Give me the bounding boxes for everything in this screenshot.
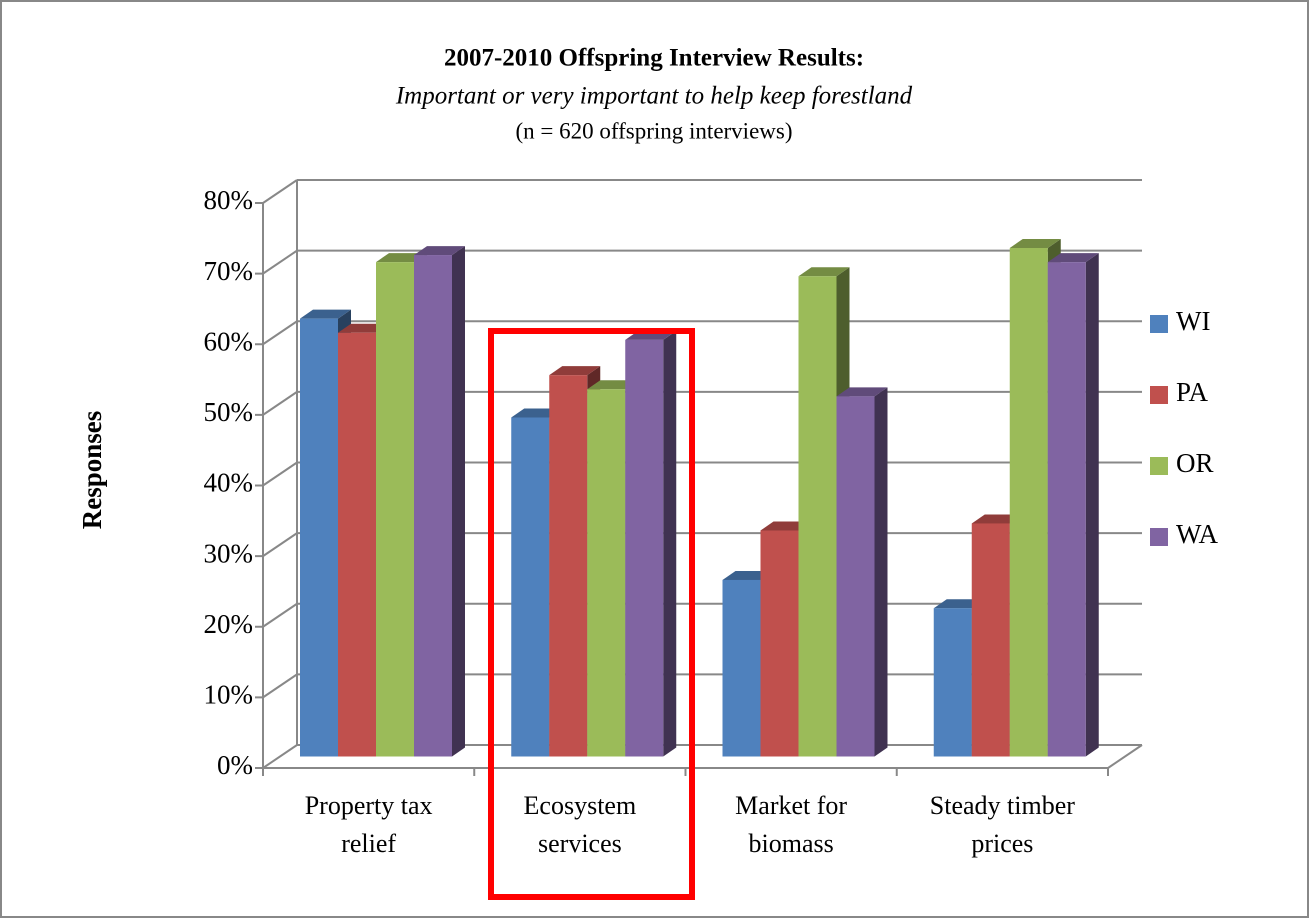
grid-line-side (262, 320, 298, 346)
bar-side (874, 387, 888, 757)
grid-line-side (262, 179, 298, 204)
y-tick-label: 20% (204, 609, 254, 639)
y-tick-label: 70% (204, 256, 254, 286)
bar (836, 396, 875, 757)
floor-right (1107, 744, 1143, 769)
highlight-box (488, 328, 695, 900)
bar-top (549, 366, 601, 376)
y-tick-label: 0% (217, 750, 253, 780)
legend-label: WA (1176, 519, 1218, 549)
bar (338, 332, 376, 757)
grid-line-side (262, 249, 298, 275)
chart-note: (n = 620 offspring interviews) (516, 118, 793, 143)
bar (1047, 262, 1086, 757)
bar-side (663, 330, 677, 757)
bar (414, 255, 452, 757)
bar-side (452, 246, 465, 757)
bar (1009, 248, 1048, 757)
grid-line-side (262, 744, 298, 769)
legend-swatch (1150, 528, 1168, 546)
x-tick-label: Market for (735, 791, 847, 820)
x-tick-label: Steady timber (930, 791, 1075, 820)
chart-title: 2007-2010 Offspring Interview Results: (444, 45, 864, 72)
legend-swatch (1150, 457, 1168, 475)
y-axis-title: Responses (77, 411, 107, 530)
bar-top (1009, 239, 1061, 248)
bar-top (300, 309, 351, 319)
grid-line-side (262, 532, 298, 557)
bar-top (414, 246, 465, 256)
bar-top (836, 387, 888, 397)
bar (933, 608, 972, 757)
y-tick-label: 80% (204, 185, 254, 215)
x-tick-label: prices (971, 829, 1033, 858)
grid-line-side (262, 673, 298, 699)
grid-line-side (262, 602, 298, 628)
bar (300, 318, 338, 757)
x-tick-label: biomass (749, 829, 834, 858)
x-tick-label: Ecosystem (524, 791, 637, 820)
legend-label: WI (1176, 306, 1210, 336)
bar (587, 389, 626, 757)
y-tick-label: 50% (204, 397, 254, 427)
bar (511, 417, 550, 757)
legend-swatch (1150, 386, 1168, 404)
y-tick-label: 30% (204, 538, 254, 568)
legend-label: OR (1176, 448, 1214, 478)
bar (549, 375, 588, 757)
bar (971, 523, 1010, 757)
bar (625, 339, 664, 757)
bar-top (1047, 253, 1099, 263)
bar (376, 262, 414, 757)
y-tick-label: 10% (204, 680, 254, 710)
x-tick-label: services (538, 829, 622, 858)
y-tick-label: 60% (204, 326, 254, 356)
legend-label: PA (1176, 377, 1209, 407)
grid-line-side (262, 391, 298, 416)
legend-swatch (1150, 315, 1168, 333)
x-tick-label: relief (341, 829, 396, 858)
grid-line-side (262, 461, 298, 487)
bar (798, 276, 837, 757)
chart-subtitle: Important or very important to help keep… (395, 83, 913, 110)
bar (722, 579, 761, 757)
x-tick-label: Property tax (305, 791, 433, 820)
bar-side (1085, 253, 1099, 757)
bar (760, 530, 799, 757)
y-tick-label: 40% (204, 468, 254, 498)
bar-top (798, 267, 850, 277)
